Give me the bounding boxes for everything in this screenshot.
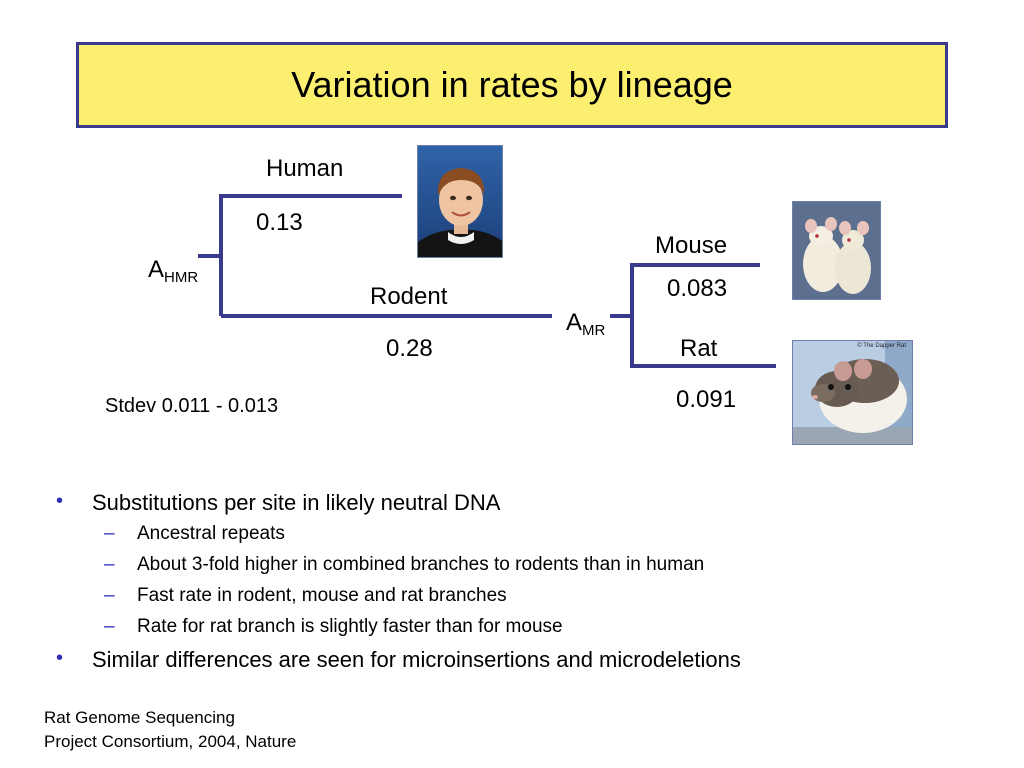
slide-title: Variation in rates by lineage (291, 64, 733, 105)
sub-bullet-item: – Rate for rat branch is slightly faster… (104, 616, 563, 637)
branch-name-human: Human (266, 155, 344, 182)
rodent-node-label: AMR (566, 309, 606, 339)
rat-photo: © The Dapper Rat (792, 340, 913, 445)
branch-rate-rat: 0.091 (676, 386, 737, 413)
human-photo (417, 145, 503, 258)
bullet-dot: • (56, 647, 64, 669)
sub-bullet-item: – About 3-fold higher in combined branch… (104, 554, 705, 575)
branch-rate-human: 0.13 (256, 209, 303, 236)
title-banner: Variation in rates by lineage (76, 42, 948, 128)
stdev-note: Stdev 0.011 - 0.013 (105, 395, 279, 417)
citation: Rat Genome Sequencing Project Consortium… (44, 706, 296, 754)
rat-photo-caption: © The Dapper Rat (857, 343, 906, 349)
bullet-item: • Substitutions per site in likely neutr… (56, 490, 501, 515)
root-node-label: AHMR (148, 256, 199, 286)
bullet-item: • Similar differences are seen for micro… (56, 647, 741, 672)
bullet-dot: • (56, 490, 64, 512)
branch-name-mouse: Mouse (655, 232, 728, 259)
sub-bullet-dash: – (104, 523, 115, 544)
citation-line: Project Consortium, 2004, Nature (44, 732, 297, 751)
sub-bullet-dash: – (104, 554, 115, 575)
branch-rate-mouse: 0.083 (667, 275, 728, 302)
citation-line: Rat Genome Sequencing (44, 708, 235, 727)
mouse-photo (792, 201, 881, 300)
branch-rate-rodent: 0.28 (386, 335, 433, 362)
sub-bullet-item: – Ancestral repeats (104, 523, 285, 544)
sub-bullet-dash: – (104, 585, 115, 606)
bullet-list: • Substitutions per site in likely neutr… (56, 490, 976, 680)
sub-bullet-item: – Fast rate in rodent, mouse and rat bra… (104, 585, 507, 606)
branch-name-rat: Rat (680, 335, 718, 362)
sub-bullet-dash: – (104, 616, 115, 637)
branch-name-rodent: Rodent (370, 283, 448, 310)
